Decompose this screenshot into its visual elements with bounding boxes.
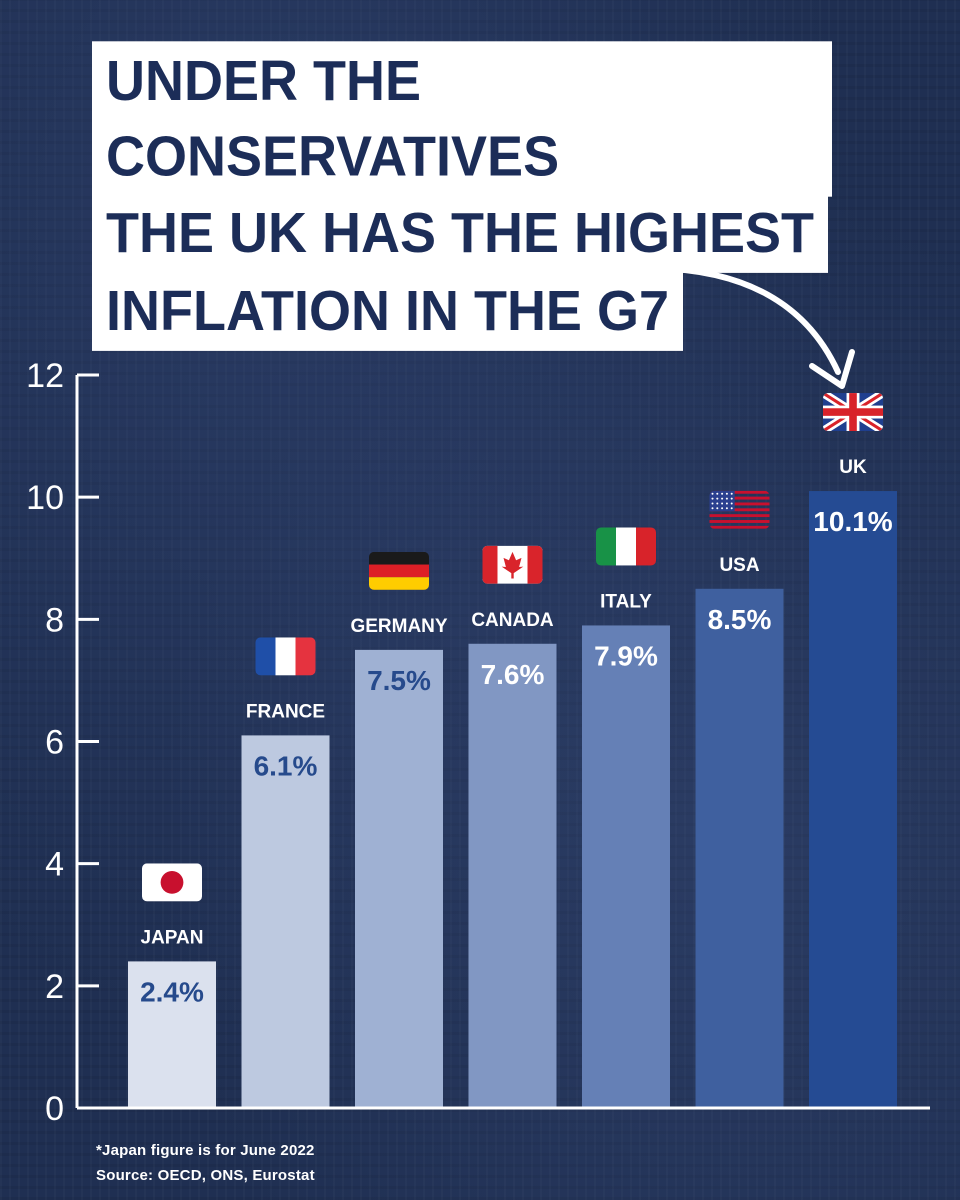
value-label-japan: 2.4% — [140, 976, 204, 1007]
headline: UNDER THE CONSERVATIVES THE UK HAS THE H… — [92, 41, 832, 351]
uk-flag-icon — [823, 393, 883, 432]
bar-france — [241, 735, 330, 1107]
value-label-germany: 7.5% — [367, 665, 431, 696]
headline-line-1: UNDER THE CONSERVATIVES — [92, 41, 832, 197]
value-label-canada: 7.6% — [481, 659, 545, 690]
canada-flag-icon — [482, 545, 543, 584]
value-label-italy: 7.9% — [594, 640, 658, 671]
category-label-france: FRANCE — [246, 701, 325, 722]
bar-italy — [582, 625, 670, 1107]
value-label-usa: 8.5% — [708, 604, 772, 635]
y-tick-label: 10 — [26, 479, 64, 517]
france-flag-icon — [255, 637, 316, 676]
category-label-japan: JAPAN — [141, 927, 204, 948]
footnote: *Japan figure is for June 2022 Source: O… — [96, 1138, 315, 1188]
category-label-canada: CANADA — [471, 610, 554, 631]
footnote-source: Source: OECD, ONS, Eurostat — [96, 1167, 315, 1184]
category-label-italy: ITALY — [600, 591, 652, 612]
bar-uk — [809, 491, 897, 1107]
japan-flag-icon — [142, 863, 202, 902]
category-label-uk: UK — [839, 457, 867, 478]
y-tick-label: 4 — [45, 846, 64, 884]
value-label-uk: 10.1% — [813, 506, 892, 537]
pointer-arrow-head — [809, 349, 855, 389]
bar-canada — [468, 643, 557, 1107]
y-tick-label: 2 — [45, 968, 64, 1006]
bar-germany — [355, 649, 443, 1107]
germany-flag-icon — [369, 551, 429, 590]
italy-flag-icon — [596, 527, 656, 566]
y-tick-label: 6 — [45, 724, 64, 762]
usa-flag-icon — [709, 490, 770, 529]
category-label-germany: GERMANY — [350, 616, 447, 637]
y-tick-label: 0 — [45, 1090, 64, 1128]
y-tick-label: 12 — [26, 357, 64, 395]
category-label-usa: USA — [719, 555, 759, 576]
y-tick-label: 8 — [45, 601, 64, 639]
value-label-france: 6.1% — [254, 750, 318, 781]
bar-usa — [695, 588, 784, 1107]
footnote-note: *Japan figure is for June 2022 — [96, 1142, 315, 1159]
headline-line-2: THE UK HAS THE HIGHEST — [92, 193, 829, 273]
pointer-arrow — [652, 265, 841, 375]
bar-japan — [128, 961, 216, 1107]
headline-line-3: INFLATION IN THE G7 — [92, 271, 683, 351]
